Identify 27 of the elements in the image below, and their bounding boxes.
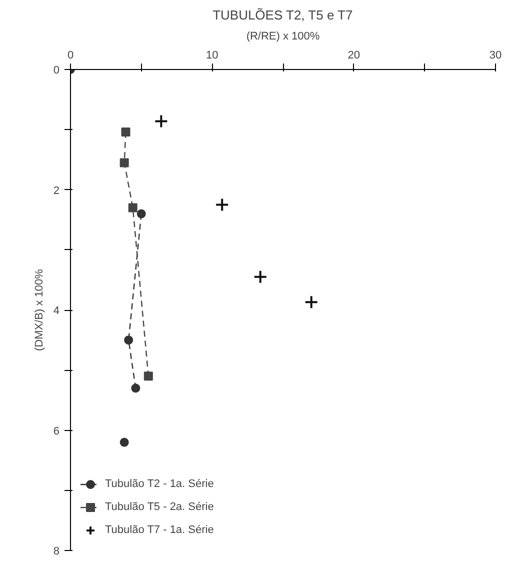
x-tick-label: 30: [489, 50, 502, 62]
point: [154, 114, 168, 128]
legend-label: Tubulão T7 - 1a. Série: [105, 524, 214, 536]
y-tick-label: 2: [53, 184, 60, 197]
legend-label: Tubulão T2 - 1a. Série: [105, 478, 214, 490]
point: [124, 336, 134, 345]
point: [128, 203, 138, 212]
y-axis-title: (DMX/B) x 100%: [33, 268, 46, 351]
chart-title: TUBULÕES T2, T5 e T7: [212, 8, 353, 22]
point: [215, 198, 230, 212]
y-tick-label: 6: [53, 425, 60, 438]
point: [304, 295, 318, 310]
point: [136, 209, 146, 218]
point: [144, 372, 153, 381]
point: [131, 384, 140, 393]
point: [253, 270, 268, 284]
x-tick-label: 10: [206, 50, 218, 62]
point: [120, 438, 129, 447]
legend-label: Tubulão T5 - 2a. Série: [105, 501, 214, 513]
x-axis-title: (R/RE) x 100%: [246, 30, 320, 42]
x-tick-label: 20: [348, 50, 360, 62]
x-tick-label: 0: [67, 50, 74, 62]
y-tick-label: 8: [53, 546, 60, 558]
y-tick-label: 4: [53, 305, 60, 317]
point: [120, 158, 129, 168]
y-tick-label: 0: [53, 64, 60, 76]
point: [121, 128, 130, 137]
